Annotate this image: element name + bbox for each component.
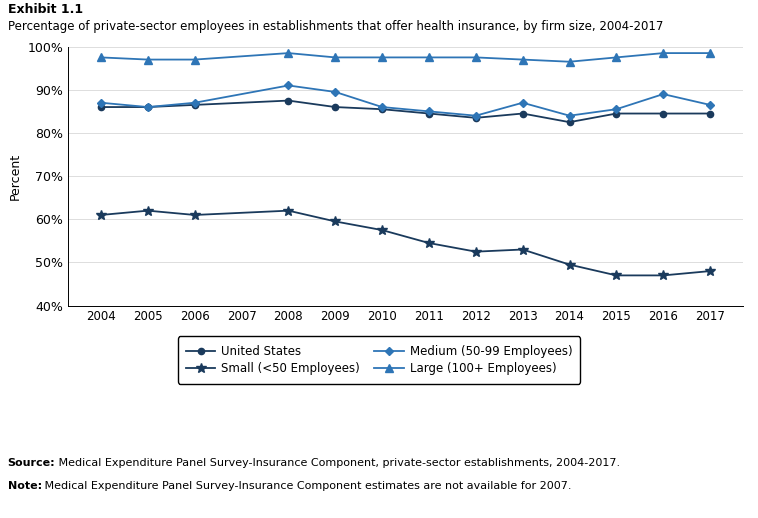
Legend: United States, Small (<50 Employees), Medium (50-99 Employees), Large (100+ Empl: United States, Small (<50 Employees), Me… [177, 336, 581, 384]
Text: Medical Expenditure Panel Survey-Insurance Component, private-sector establishme: Medical Expenditure Panel Survey-Insuran… [55, 458, 620, 468]
Text: Percentage of private-sector employees in establishments that offer health insur: Percentage of private-sector employees i… [8, 20, 663, 33]
Text: Note:: Note: [8, 481, 42, 491]
Text: Source:: Source: [8, 458, 55, 468]
Text: Exhibit 1.1: Exhibit 1.1 [8, 3, 83, 16]
Text: Medical Expenditure Panel Survey-Insurance Component estimates are not available: Medical Expenditure Panel Survey-Insuran… [41, 481, 572, 491]
Y-axis label: Percent: Percent [9, 153, 22, 199]
